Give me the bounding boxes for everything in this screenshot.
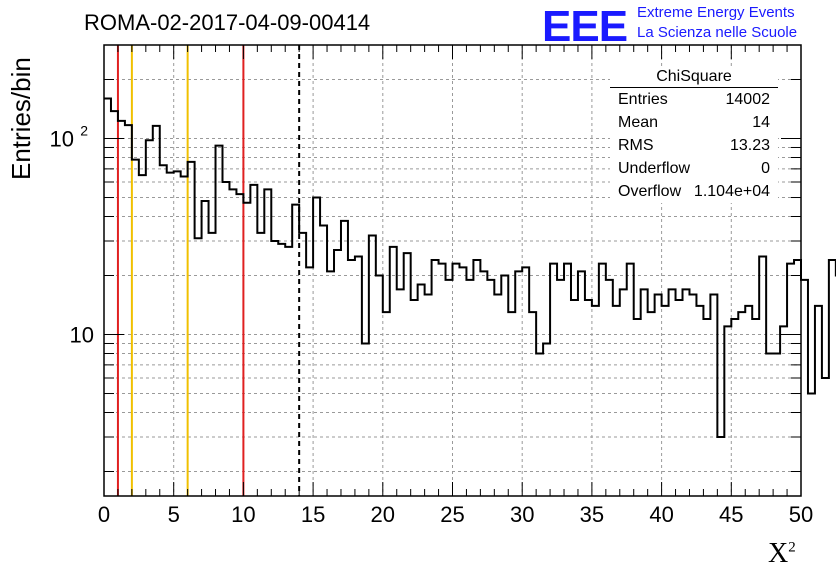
stats-label: Overflow [618, 183, 682, 200]
axis-ticks [103, 44, 802, 496]
x-tick-label: 40 [649, 502, 673, 527]
stats-label: Underflow [618, 160, 691, 177]
y-tick-label: 10 [70, 323, 94, 348]
y-tick-label: 10 [50, 127, 74, 152]
stats-label: RMS [618, 137, 654, 154]
stats-row-mean: Mean 14 [610, 111, 778, 134]
eee-logo: EEE [542, 2, 628, 51]
stats-label: Entries [618, 91, 668, 108]
stats-value: 0 [761, 160, 770, 177]
stats-row-overflow: Overflow 1.104e+04 [610, 180, 778, 203]
stats-label: Mean [618, 114, 659, 131]
stats-value: 1.104e+04 [693, 183, 770, 200]
plot-title: ROMA-02-2017-04-09-00414 [84, 10, 371, 35]
stats-row-rms: RMS 13.23 [610, 134, 778, 157]
x-tick-label: 25 [440, 502, 464, 527]
stats-value: 13.23 [729, 137, 770, 154]
tick-labels: 0 5 10 15 20 25 30 35 40 45 50 10 10 2 [50, 123, 814, 527]
logo-line-1: Extreme Energy Events [637, 4, 795, 21]
x-tick-label: 15 [301, 502, 325, 527]
stats-row-underflow: Underflow 0 [610, 157, 778, 180]
x-tick-label: 30 [510, 502, 534, 527]
histogram-line [104, 97, 836, 438]
stats-title: ChiSquare [610, 66, 778, 88]
x-tick-label: 50 [789, 502, 813, 527]
stats-box: ChiSquare Entries 14002 Mean 14 RMS 13.23 U… [610, 66, 778, 203]
x-tick-label: 0 [98, 502, 110, 527]
y-tick-label-exponent: 2 [80, 123, 88, 139]
x-axis-label-sup: 2 [788, 539, 796, 556]
y-axis-label: Entries/bin [6, 57, 36, 180]
x-axis-label: X2 [768, 538, 796, 570]
histogram-series [104, 97, 836, 438]
stats-row-entries: Entries 14002 [610, 88, 778, 111]
x-axis-label-base: X [768, 538, 789, 569]
logo-line-2: La Scienza nelle Scuole [637, 24, 798, 41]
x-tick-label: 35 [580, 502, 604, 527]
stats-value: 14002 [725, 91, 771, 108]
reference-lines [116, 45, 301, 496]
x-tick-label: 45 [719, 502, 743, 527]
x-tick-label: 20 [371, 502, 395, 527]
x-tick-label: 10 [231, 502, 255, 527]
stats-value: 14 [752, 114, 770, 131]
x-tick-label: 5 [168, 502, 180, 527]
